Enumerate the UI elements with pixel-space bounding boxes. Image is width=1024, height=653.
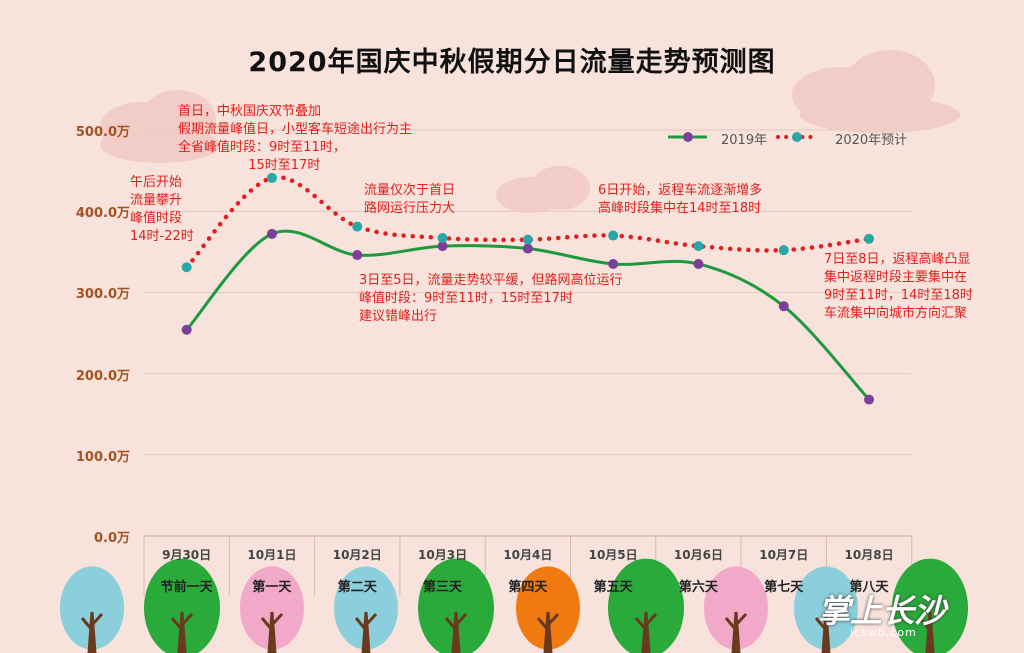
x-tick-label: 10月3日 (418, 548, 468, 562)
y-tick-label: 200.0万 (75, 368, 130, 384)
point-2019 (437, 241, 448, 252)
annotation: 流量仅次于首日 路网运行压力大 (364, 182, 455, 218)
tree (794, 566, 858, 653)
annotation: 午后开始流量攀升峰值时段 14时-22时 (130, 174, 194, 246)
x-day-label: 第二天 (337, 580, 377, 595)
annotation-line: 路网运行压力大 (364, 201, 456, 216)
annotation: 3日至5日，流量走势较平缓，但路网高位运行 峰值时段：9时至11时，15时至17时… (359, 272, 623, 326)
x-tick-label: 10月1日 (247, 548, 297, 562)
point-2019 (693, 258, 704, 269)
grid-lines (144, 129, 912, 537)
annotation-line: 建议错峰出行 (359, 309, 438, 324)
annotation-line: 9时至11时，14时至18时 (824, 288, 973, 303)
annotation-line: 流量攀升 (130, 193, 183, 208)
x-tick-label: 10月4日 (503, 548, 553, 562)
data-points (181, 172, 875, 405)
x-day-label: 第三天 (423, 580, 463, 595)
annotation-line: 首日，中秋国庆双节叠加 (178, 104, 322, 119)
y-tick-label: 300.0万 (75, 287, 130, 303)
chart-title: 2020年国庆中秋假期分日流量走势预测图 (248, 47, 776, 78)
legend-2020: 2020年预计 (835, 133, 908, 148)
annotation-line: 车流集中向城市方向汇聚 (824, 306, 968, 321)
x-tick-label: 10月5日 (588, 548, 638, 562)
cloud-decoration (100, 50, 960, 213)
annotation-line: 14时-22时 (130, 229, 194, 244)
annotation-line: 集中返程时段主要集中在 (824, 270, 968, 285)
tree (892, 558, 968, 653)
annotation-line: 3日至5日，流量走势较平缓，但路网高位运行 (359, 273, 623, 288)
tree (608, 558, 684, 653)
tree (240, 566, 304, 653)
annotation: 6日开始，返程车流逐渐增多 高峰时段集中在14时至18时 (598, 182, 762, 218)
annotation: 首日，中秋国庆双节叠加假期流量峰值日，小型客车短途出行为主 全省峰值时段：9时至1… (178, 103, 412, 175)
annotation-line: 全省峰值时段：9时至11时， (178, 140, 346, 155)
legend-2019: 2019年 (721, 133, 768, 148)
tree-decorations (60, 558, 968, 653)
annotation-line: 峰值时段 (130, 211, 183, 226)
x-tick-label: 10月2日 (332, 548, 382, 562)
point-2020 (693, 241, 704, 252)
annotation-line: 高峰时段集中在14时至18时 (598, 201, 762, 216)
x-tick-label: 10月6日 (673, 548, 723, 562)
tree (516, 566, 580, 653)
x-day-label: 第一天 (252, 580, 292, 595)
tree (144, 558, 220, 653)
x-day-label: 第八天 (849, 580, 889, 595)
annotation-line: 流量仅次于首日 (364, 183, 456, 198)
x-day-label: 第七天 (764, 580, 804, 595)
point-2020 (181, 262, 192, 273)
point-2020 (522, 234, 533, 245)
annotation-line: 假期流量峰值日，小型客车短途出行为主 (178, 122, 413, 137)
point-2019 (522, 243, 533, 254)
annotation: 7日至8日，返程高峰凸显 集中返程时段主要集中在 9时至11时，14时至18时 车流集… (824, 251, 973, 323)
x-day-label: 第六天 (678, 580, 718, 595)
point-2019 (352, 250, 363, 261)
x-tick-label: 10月8日 (844, 548, 894, 562)
annotation-line: 峰值时段：9时至11时，15时至17时 (359, 291, 573, 306)
watermark-url: icswb.com (850, 626, 917, 639)
annotation-line: 7日至8日，返程高峰凸显 (824, 252, 971, 267)
annotation-line: 午后开始 (130, 175, 183, 190)
legend: 2019年 2020年预计 (667, 129, 917, 148)
tree (334, 566, 398, 653)
y-tick-label: 500.0万 (75, 125, 130, 140)
x-day-label: 第四天 (508, 580, 548, 595)
point-2019 (778, 301, 789, 312)
x-day-label: 节前一天 (160, 580, 213, 595)
x-tick-label: 10月7日 (759, 548, 809, 562)
annotation-line: 15时至17时 (178, 158, 321, 173)
annotation-line: 6日开始，返程车流逐渐增多 (598, 183, 763, 198)
point-2019 (266, 228, 277, 239)
point-2020 (352, 221, 363, 232)
legend-swatches (668, 132, 819, 142)
point-2019 (181, 324, 192, 335)
x-day-label: 第五天 (593, 580, 633, 595)
point-2020 (864, 233, 875, 244)
tree (60, 566, 124, 653)
y-tick-label: 100.0万 (75, 449, 130, 465)
point-2020 (778, 245, 789, 256)
tree (418, 558, 494, 653)
point-2020 (437, 232, 448, 243)
point-2020 (608, 230, 619, 241)
y-tick-label: 400.0万 (75, 206, 130, 222)
point-2019 (864, 394, 875, 405)
x-tick-label: 9月30日 (162, 548, 212, 562)
watermark-logo: 掌上长沙 (818, 592, 947, 630)
point-2020 (266, 172, 277, 183)
point-2019 (608, 258, 619, 269)
tree (704, 566, 768, 653)
y-tick-label: 0.0万 (93, 531, 130, 546)
